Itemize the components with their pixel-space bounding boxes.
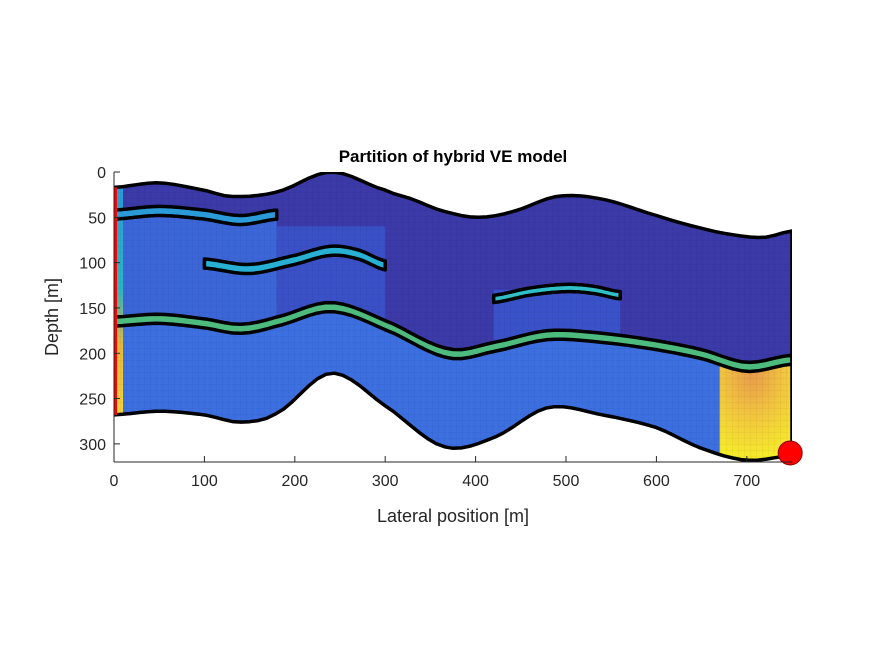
x-tick-label-0: 0 — [110, 473, 119, 490]
injector-well-marker — [777, 440, 803, 466]
x-tick-label-600: 600 — [643, 473, 670, 490]
domain-outline — [114, 172, 792, 462]
x-tick-label-300: 300 — [372, 473, 399, 490]
sealing-layer-1 — [114, 204, 279, 227]
sealing-layer-2 — [202, 244, 387, 276]
chart-title: Partition of hybrid VE model — [339, 147, 568, 166]
y-tick-label-200: 200 — [79, 346, 106, 363]
y-tick-label-250: 250 — [79, 392, 106, 409]
grid-overlay — [114, 172, 792, 461]
y-tick-label-50: 50 — [88, 210, 106, 227]
y-tick-label-300: 300 — [79, 437, 106, 454]
y-axis-label: Depth [m] — [42, 278, 62, 356]
x-tick-label-100: 100 — [191, 473, 218, 490]
x-axis-label: Lateral position [m] — [377, 506, 529, 526]
y-tick-label-100: 100 — [79, 256, 106, 273]
sealing-layer-3 — [491, 282, 622, 305]
x-tick-label-400: 400 — [462, 473, 489, 490]
plot-area — [114, 172, 792, 462]
sealing-layer-4 — [114, 300, 792, 374]
y-tick-label-0: 0 — [97, 165, 106, 182]
axes: 0 100 200 300 400 500 600 700 0 50 100 150 200 250 300 — [79, 165, 803, 490]
x-tick-label-700: 700 — [733, 473, 760, 490]
y-tick-label-150: 150 — [79, 301, 106, 318]
x-tick-label-500: 500 — [553, 473, 580, 490]
x-tick-label-200: 200 — [281, 473, 308, 490]
